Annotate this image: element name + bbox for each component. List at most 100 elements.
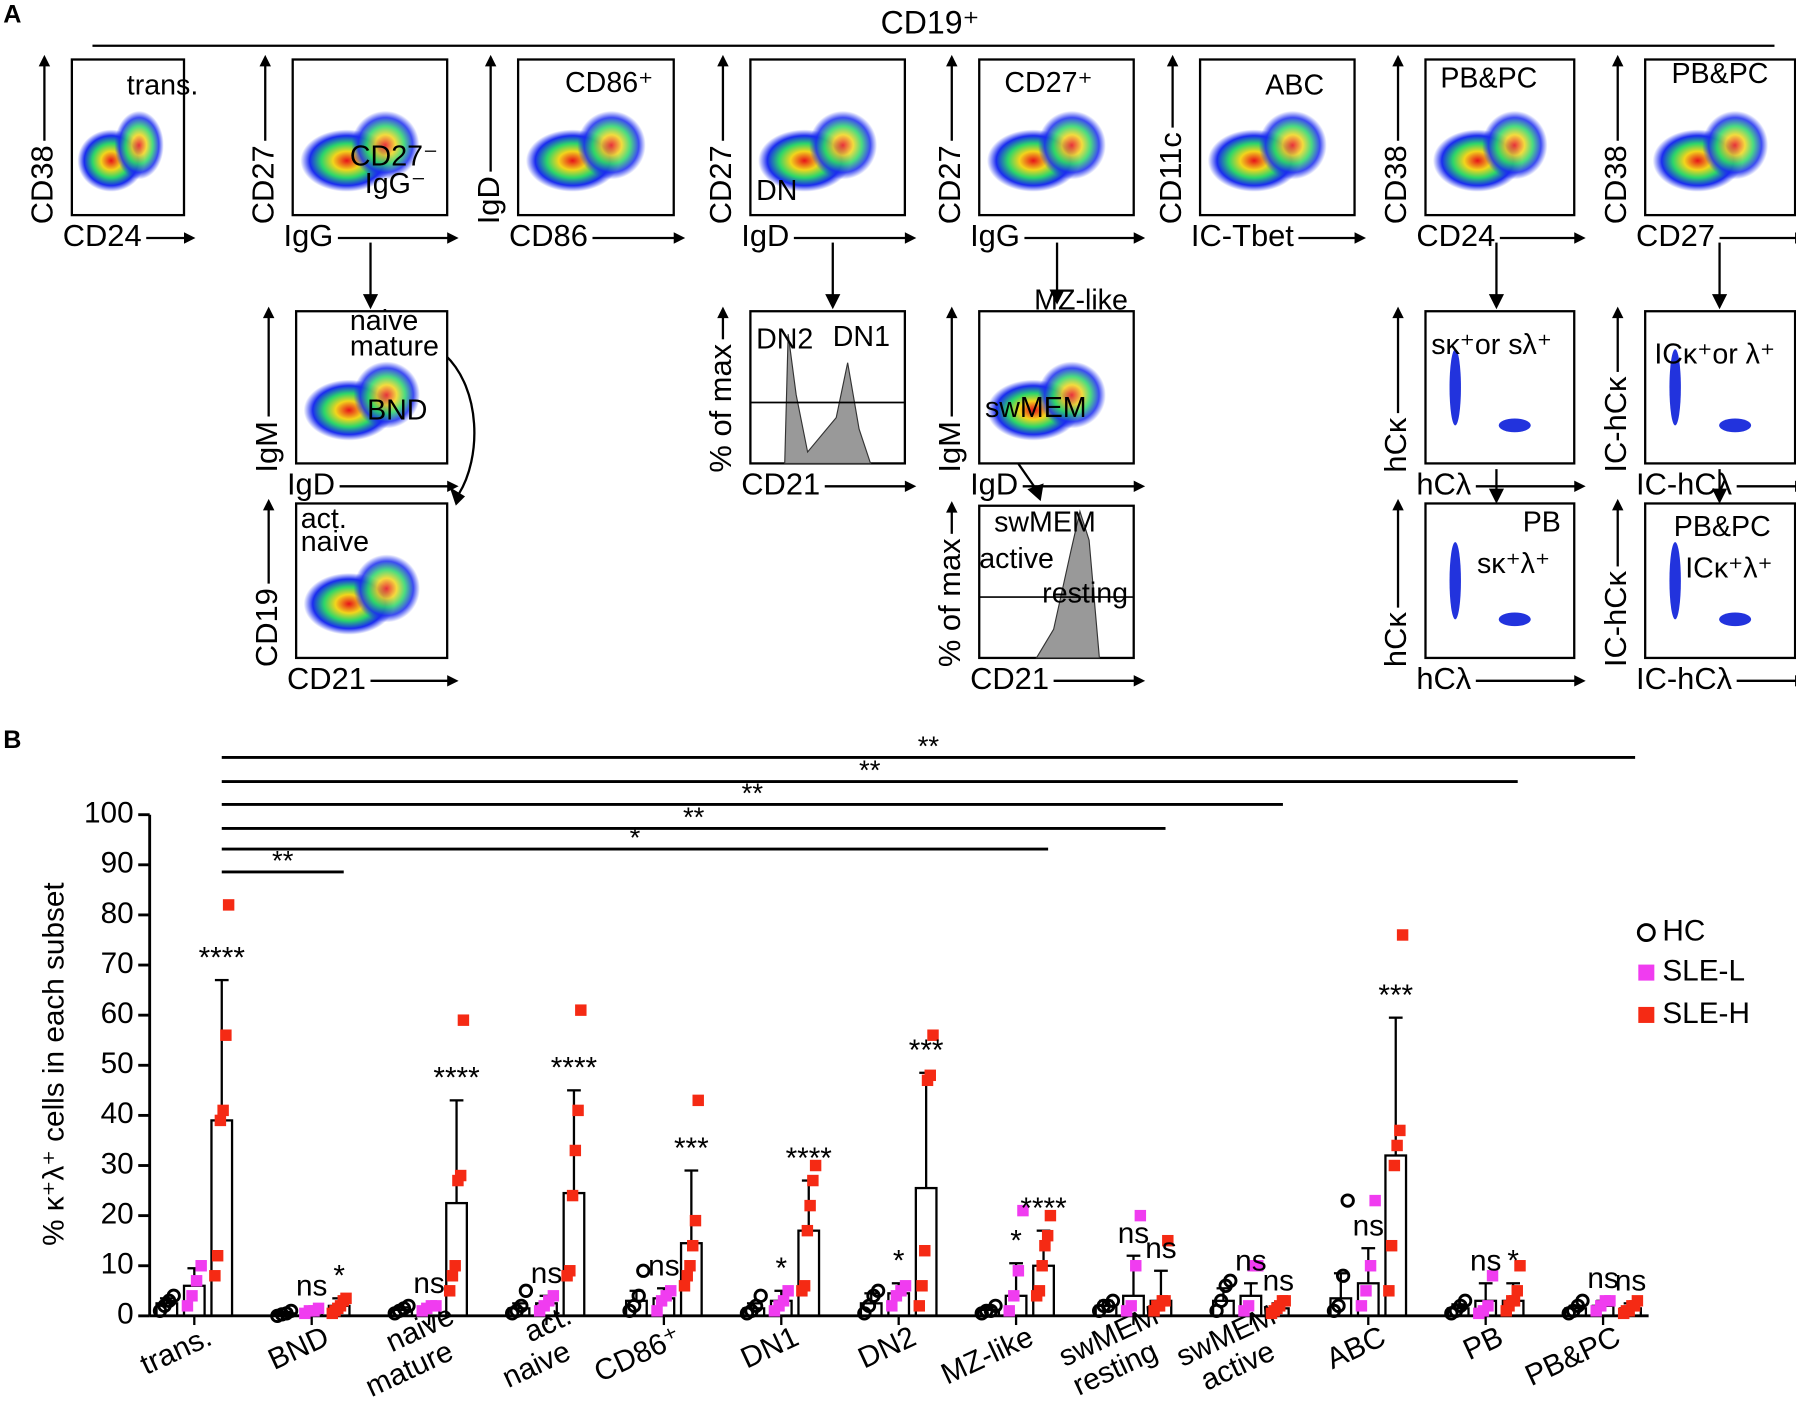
point	[1039, 1239, 1051, 1252]
gate-label: resting	[1042, 578, 1128, 610]
y-tick-label: 80	[101, 897, 134, 930]
cell-cloud	[353, 554, 420, 623]
y-axis-title: % κ⁺λ⁺ cells in each subset	[38, 882, 71, 1246]
point	[1223, 1273, 1238, 1288]
point	[684, 1260, 696, 1272]
point	[1213, 1293, 1229, 1308]
gate-label: PB&PC	[1674, 511, 1771, 543]
comparison-label: *	[630, 822, 641, 853]
point	[222, 899, 235, 911]
y-axis-label: hCκ	[1378, 612, 1413, 667]
point	[988, 1298, 1003, 1313]
cell-cloud	[1258, 110, 1327, 180]
gate-label: DN1	[833, 321, 890, 353]
cell-cloud	[1498, 612, 1531, 627]
cell-cloud	[353, 361, 420, 429]
significance-label: *	[1507, 1245, 1519, 1278]
axis-arrow-head	[484, 54, 497, 67]
panel-label: A	[3, 1, 21, 29]
axis-arrow-head	[673, 232, 686, 244]
significance-label: ***	[1378, 979, 1413, 1012]
significance-label: ns	[1235, 1245, 1266, 1278]
significance-label: ****	[1020, 1192, 1067, 1225]
point	[1044, 1209, 1057, 1222]
point	[195, 1260, 207, 1272]
x-axis-label: IgG	[970, 218, 1020, 253]
y-tick-label: 60	[101, 997, 134, 1030]
point	[1279, 1295, 1291, 1307]
point	[1514, 1260, 1526, 1272]
y-axis-label: IC-hCκ	[1598, 376, 1633, 473]
point	[924, 1069, 936, 1082]
x-axis-label: hCλ	[1416, 466, 1471, 501]
point	[665, 1285, 677, 1297]
gate-label: sκ⁺or sλ⁺	[1431, 329, 1552, 361]
x-tick-label: BND	[263, 1320, 334, 1376]
point	[809, 1159, 822, 1172]
panel-label: B	[3, 726, 21, 754]
y-axis-label: CD38	[1378, 145, 1413, 224]
gate-label: swMEM	[985, 392, 1087, 424]
comparison-label: **	[859, 755, 881, 786]
point	[689, 1214, 702, 1227]
point	[1385, 1239, 1398, 1252]
axis-arrow-head	[262, 498, 275, 511]
point	[1335, 1268, 1351, 1283]
axis-arrow-head	[904, 480, 917, 493]
axis-arrow-head	[447, 675, 459, 687]
y-tick-label: 10	[101, 1248, 134, 1281]
significance-label: *	[333, 1260, 345, 1293]
histogram	[1035, 509, 1101, 659]
y-axis-label: % of max	[932, 538, 967, 667]
y-tick-label: 30	[101, 1147, 134, 1180]
axis-arrow-head	[1574, 232, 1586, 244]
point	[801, 1224, 814, 1237]
point	[1391, 1139, 1403, 1152]
cell-cloud	[1037, 110, 1106, 180]
cell-cloud	[351, 110, 420, 180]
point	[870, 1283, 886, 1298]
y-axis-label: CD27	[245, 145, 280, 224]
significance-label: ****	[551, 1052, 598, 1085]
point	[1130, 1260, 1142, 1272]
gate-label: ICκ⁺λ⁺	[1685, 552, 1772, 584]
axis-arrow-head	[1612, 498, 1624, 511]
x-axis-label: IgG	[284, 218, 334, 253]
axis-arrow-head	[38, 54, 51, 67]
point	[283, 1303, 299, 1319]
point	[569, 1144, 582, 1157]
point	[1508, 1295, 1521, 1307]
significance-label: ns	[296, 1270, 327, 1303]
point	[1364, 1260, 1377, 1272]
point	[636, 1263, 651, 1278]
point	[1482, 1300, 1494, 1312]
y-axis-label: CD19	[249, 588, 284, 667]
x-tick-label: trans.	[135, 1320, 216, 1381]
x-tick-label: DN1	[736, 1320, 804, 1375]
point	[449, 1260, 461, 1272]
x-axis-label: IgD	[970, 466, 1018, 501]
histogram	[784, 334, 872, 464]
y-axis-label: CD27	[932, 145, 967, 224]
y-axis-label: CD38	[1598, 145, 1633, 224]
point	[166, 1288, 181, 1303]
point	[457, 1014, 470, 1026]
x-tick-label: MZ-like	[936, 1320, 1038, 1391]
point	[1003, 1305, 1015, 1317]
point	[217, 1104, 229, 1117]
cell-cloud	[1719, 418, 1752, 433]
x-tick-label: DN2	[853, 1320, 921, 1375]
point	[547, 1290, 560, 1302]
y-axis-label: % of max	[703, 343, 738, 472]
significance-label: *	[1010, 1225, 1022, 1258]
point	[927, 1029, 939, 1041]
y-tick-label: 70	[101, 947, 134, 980]
axis-arrow-head	[946, 54, 958, 67]
x-tick-label: ABC	[1321, 1320, 1390, 1376]
point	[190, 1275, 203, 1287]
y-axis-label: CD11c	[1153, 132, 1188, 224]
axis-arrow-head	[447, 480, 459, 493]
point	[211, 1250, 224, 1262]
comparison-label: **	[918, 731, 940, 762]
point	[1360, 1285, 1372, 1297]
